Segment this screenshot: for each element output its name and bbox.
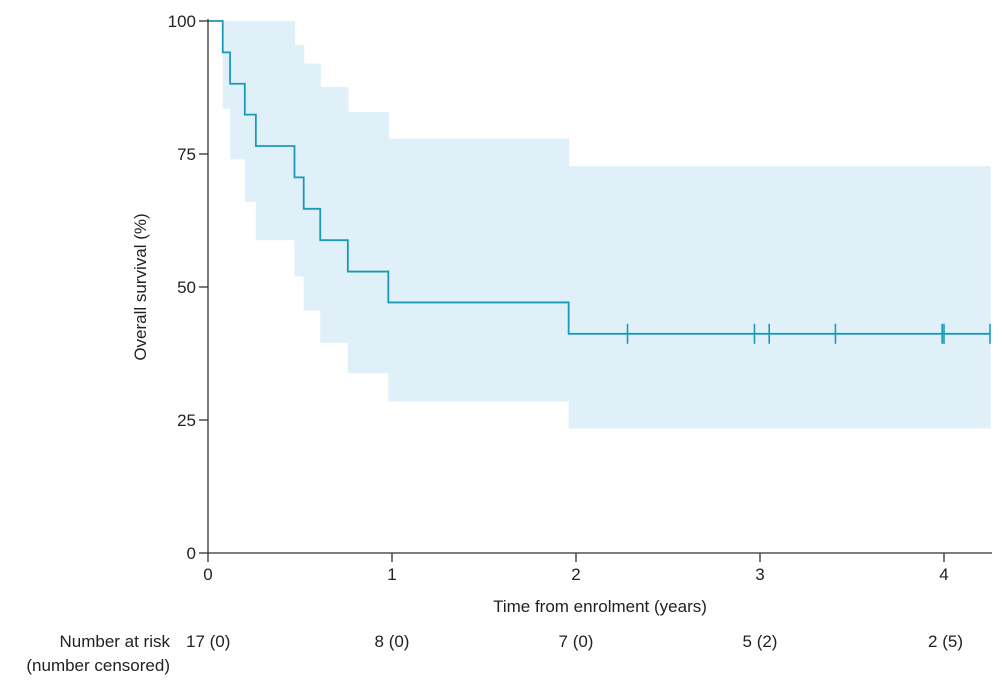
ci-band-segment: [347, 111, 389, 374]
x-tick-label: 3: [755, 565, 764, 584]
x-tick-label: 0: [203, 565, 212, 584]
x-tick-label: 2: [571, 565, 580, 584]
x-tick-label: 1: [387, 565, 396, 584]
ci-band-segment: [303, 63, 321, 311]
risk-table-value: 17 (0): [186, 632, 230, 651]
risk-table-value: 2 (5): [928, 632, 963, 651]
risk-table-sublabel: (number censored): [26, 656, 170, 675]
risk-table-value: 5 (2): [743, 632, 778, 651]
x-axis-title: Time from enrolment (years): [493, 597, 707, 616]
y-tick-label: 25: [177, 411, 196, 430]
y-tick-label: 50: [177, 278, 196, 297]
y-tick-label: 100: [168, 12, 196, 31]
y-tick-label: 75: [177, 145, 196, 164]
survival-curve: [208, 20, 990, 335]
y-axis-title: Overall survival (%): [131, 213, 150, 360]
ci-band-segment: [244, 21, 257, 202]
y-tick-label: 0: [187, 544, 196, 563]
ci-band-segment: [568, 166, 991, 429]
ci-band-segment: [320, 86, 349, 343]
ci-band-segment: [294, 44, 305, 277]
ci-band-segment: [222, 21, 231, 109]
risk-table-value: 8 (0): [375, 632, 410, 651]
ci-band-segment: [388, 138, 570, 402]
risk-table-value: 7 (0): [559, 632, 594, 651]
x-tick-label: 4: [939, 565, 948, 584]
ci-band-segment: [255, 21, 296, 241]
risk-table-label: Number at risk: [59, 632, 170, 651]
ci-band-segment: [230, 21, 246, 160]
